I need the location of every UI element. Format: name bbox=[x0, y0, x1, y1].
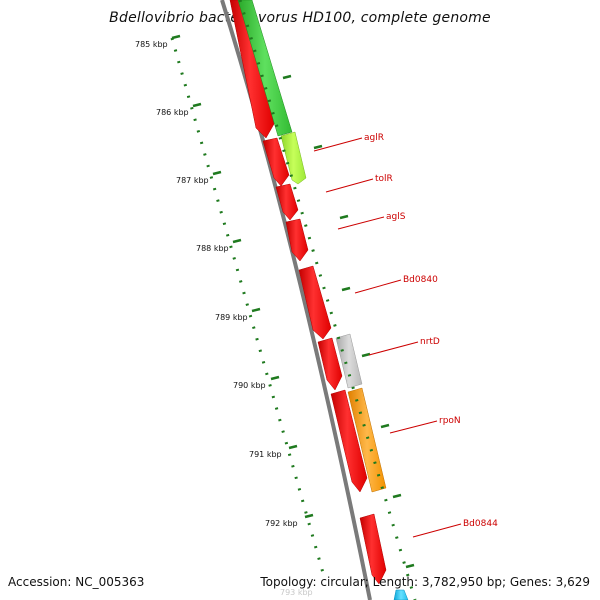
scale-label: 792 kbp bbox=[265, 519, 298, 528]
accession-text: Accession: NC_005363 bbox=[8, 575, 145, 589]
scale-label: 787 kbp bbox=[176, 176, 209, 185]
gene-label-rpoN: rpoN bbox=[439, 416, 461, 426]
scale-label: 785 kbp bbox=[135, 40, 168, 49]
scale-tick bbox=[288, 444, 298, 450]
scale-tick bbox=[212, 170, 222, 176]
gene-arrow bbox=[347, 387, 387, 493]
scale-label: 790 kbp bbox=[233, 381, 266, 390]
outer-tick bbox=[392, 493, 402, 499]
genome-title: Bdellovibrio bacteriovorus HD100, comple… bbox=[109, 10, 491, 26]
gene-arrow bbox=[335, 333, 363, 389]
scale-tick bbox=[171, 34, 181, 40]
outer-tick bbox=[380, 423, 390, 429]
gene-label-Bd0840: Bd0840 bbox=[403, 275, 438, 285]
gene-arrow bbox=[237, 0, 293, 137]
outer-tick bbox=[339, 214, 349, 220]
backbone-track bbox=[220, 0, 372, 600]
gene-arrow bbox=[298, 265, 332, 340]
leader-line bbox=[412, 523, 462, 538]
gene-arrow bbox=[317, 337, 343, 391]
scale-label: 786 kbp bbox=[156, 108, 189, 117]
leader-line bbox=[354, 279, 402, 294]
scale-label: 788 kbp bbox=[196, 244, 229, 253]
scale-label: 793 kbp bbox=[280, 588, 313, 597]
scale-tick bbox=[192, 102, 202, 108]
gene-arrow bbox=[229, 0, 275, 139]
scale-major-ticks bbox=[171, 34, 314, 519]
scale-label: 791 kbp bbox=[249, 450, 282, 459]
scale-tick bbox=[270, 375, 280, 381]
gene-arrow bbox=[393, 589, 409, 600]
leader-line bbox=[389, 420, 438, 434]
gene-arrow bbox=[280, 131, 307, 185]
scale-ruler-line bbox=[170, 37, 327, 581]
outer-tick bbox=[341, 286, 351, 292]
outer-tick bbox=[282, 74, 292, 80]
gene-arrow bbox=[262, 137, 290, 187]
gene-arrow bbox=[330, 389, 368, 493]
outer-tick bbox=[405, 563, 415, 569]
outer-tick bbox=[313, 144, 323, 150]
gene-label-aglR: aglR bbox=[364, 133, 384, 143]
scale-tick bbox=[251, 307, 261, 313]
scale-label: 789 kbp bbox=[215, 313, 248, 322]
gene-arrow bbox=[285, 218, 309, 262]
scale-tick bbox=[232, 238, 242, 244]
gene-label-Bd0844: Bd0844 bbox=[463, 519, 498, 529]
outer-ruler-line bbox=[238, 0, 417, 600]
scale-tick bbox=[304, 513, 314, 519]
outer-strand-genes bbox=[237, 0, 409, 600]
gene-arrow bbox=[275, 183, 299, 221]
gene-label-nrtD: nrtD bbox=[420, 337, 440, 347]
outer-tick bbox=[361, 352, 371, 358]
genome-stats-text: Topology: circular; Length: 3,782,950 bp… bbox=[260, 575, 590, 589]
leader-line bbox=[313, 137, 363, 152]
leader-line bbox=[337, 216, 385, 230]
gene-label-tolR: tolR bbox=[375, 174, 393, 184]
gene-label-aglS: aglS bbox=[386, 212, 406, 222]
inner-strand-genes bbox=[229, 0, 387, 585]
outer-ruler-ticks bbox=[282, 74, 415, 569]
leader-line bbox=[325, 178, 374, 193]
leader-line bbox=[368, 341, 419, 356]
gene-label-leaders bbox=[313, 137, 462, 538]
gene-arrow bbox=[359, 513, 387, 585]
